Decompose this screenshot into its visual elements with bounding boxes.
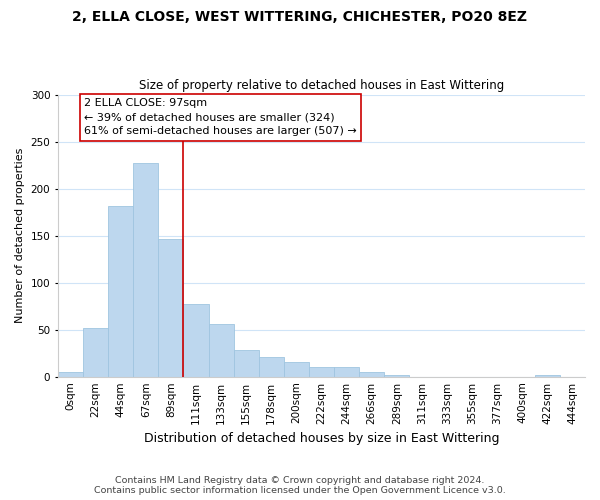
Bar <box>133 163 158 376</box>
Bar <box>284 362 309 376</box>
Bar <box>158 240 184 376</box>
Bar <box>309 368 334 376</box>
Bar <box>108 206 133 376</box>
Bar <box>384 375 409 376</box>
Bar <box>58 372 83 376</box>
Bar <box>83 328 108 376</box>
Bar <box>334 368 359 376</box>
Title: Size of property relative to detached houses in East Wittering: Size of property relative to detached ho… <box>139 79 504 92</box>
Bar <box>184 304 209 376</box>
Bar <box>259 357 284 376</box>
Text: Contains HM Land Registry data © Crown copyright and database right 2024.
Contai: Contains HM Land Registry data © Crown c… <box>94 476 506 495</box>
Bar <box>535 375 560 376</box>
Bar <box>359 372 384 376</box>
Text: 2 ELLA CLOSE: 97sqm
← 39% of detached houses are smaller (324)
61% of semi-detac: 2 ELLA CLOSE: 97sqm ← 39% of detached ho… <box>84 98 357 136</box>
Bar <box>209 324 233 376</box>
Y-axis label: Number of detached properties: Number of detached properties <box>15 148 25 324</box>
Text: 2, ELLA CLOSE, WEST WITTERING, CHICHESTER, PO20 8EZ: 2, ELLA CLOSE, WEST WITTERING, CHICHESTE… <box>73 10 527 24</box>
Bar <box>233 350 259 376</box>
X-axis label: Distribution of detached houses by size in East Wittering: Distribution of detached houses by size … <box>144 432 499 445</box>
